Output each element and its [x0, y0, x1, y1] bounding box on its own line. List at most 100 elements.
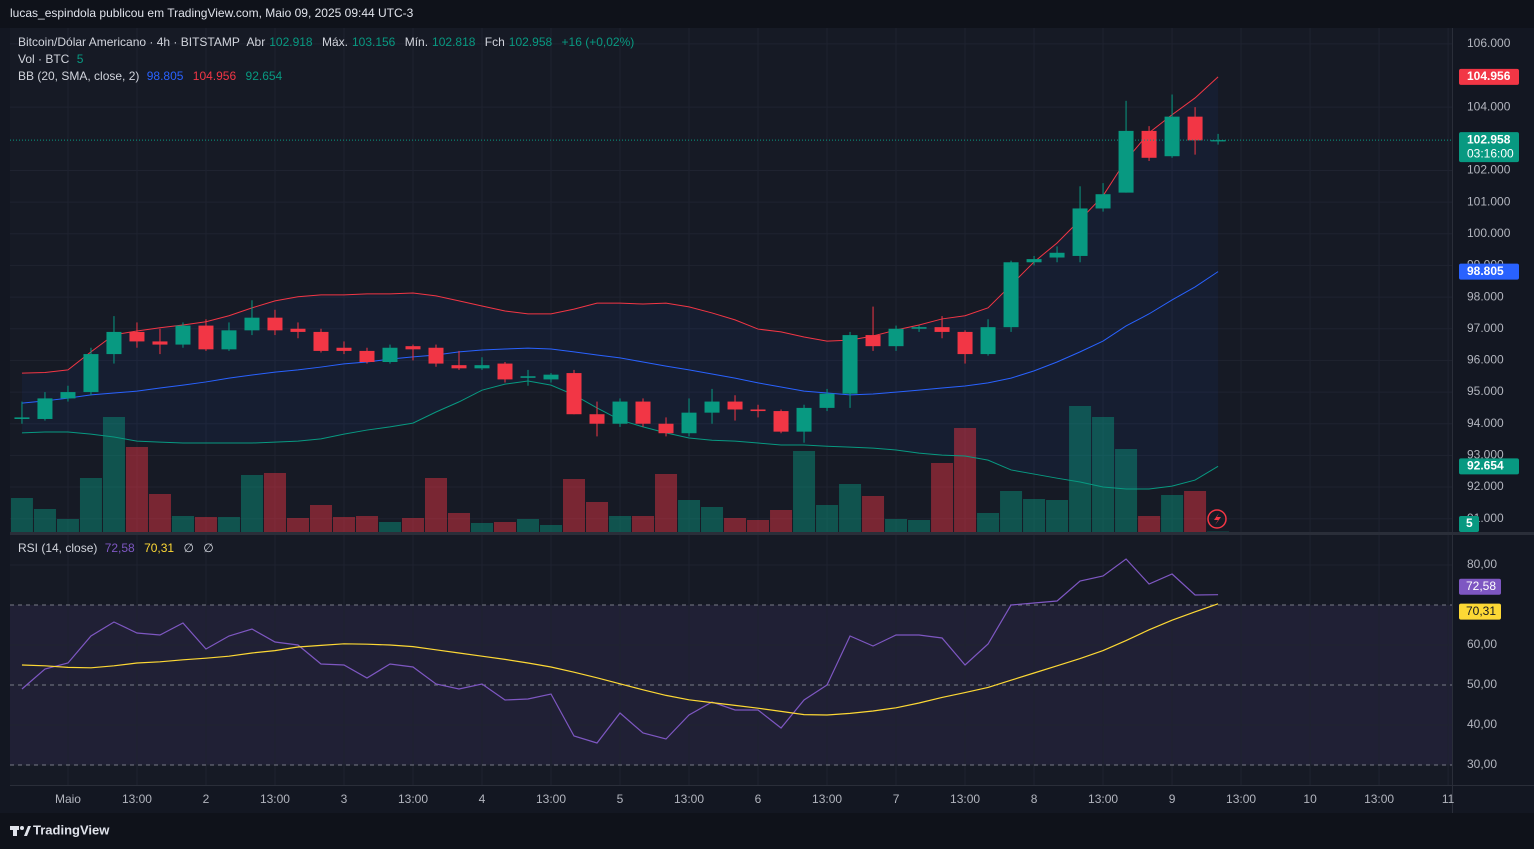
ohlc-label: Abr [246, 35, 266, 49]
bb-line [21, 271, 1219, 404]
candle-body [888, 328, 904, 347]
volume-bar [471, 523, 494, 532]
time-tick-label: 13:00 [398, 792, 428, 806]
price-box-label: 98.805 [1467, 264, 1504, 278]
time-tick-label: 4 [479, 792, 486, 806]
bb-value: 104.956 [192, 69, 237, 83]
volume-bar [125, 447, 148, 532]
volume-bar [56, 519, 79, 532]
ohlc-label: Máx. [321, 35, 348, 49]
candle-body [865, 335, 881, 347]
volume-bar [977, 513, 1000, 532]
volume-bar [401, 518, 424, 532]
volume-bar [194, 517, 217, 532]
volume-bar [954, 428, 977, 532]
candle-body [405, 346, 421, 350]
price-tick-label: 102.000 [1467, 163, 1511, 177]
rsi-box [1459, 578, 1501, 595]
candle-body [428, 347, 444, 364]
alert-icon[interactable] [1207, 509, 1227, 529]
price-box [1459, 68, 1519, 85]
ohlc-label: Fch [484, 35, 505, 49]
candle-body [336, 347, 352, 351]
candle-body [83, 354, 99, 393]
time-tick-label: 13:00 [260, 792, 290, 806]
rsi-tick-label: 50,00 [1467, 677, 1497, 691]
volume-bar [793, 451, 816, 532]
volume-bar [609, 516, 632, 532]
volume-bar [1023, 499, 1046, 532]
candle-body [1118, 130, 1134, 193]
price-tick-label: 104.000 [1467, 99, 1511, 113]
symbol-title: Bitcoin/Dólar Americano · 4h · BITSTAMP [18, 35, 240, 49]
candle-body [1164, 116, 1180, 157]
volume-title: Vol · BTC [18, 52, 70, 66]
volume-bar [217, 517, 240, 532]
candle-body [14, 417, 30, 419]
candle-body [934, 327, 950, 332]
ohlc-label: Mín. [404, 35, 429, 49]
candle-body [1003, 262, 1019, 328]
volume-box-label: 5 [1466, 516, 1473, 530]
volume-bar [102, 417, 125, 532]
rsi-line [21, 558, 1219, 744]
volume-bar [424, 478, 447, 532]
rsi-title: RSI (14, close) [18, 541, 98, 555]
price-tick-label: 95.000 [1467, 384, 1504, 398]
candle-body [382, 347, 398, 362]
candle-body [681, 412, 697, 434]
candle-body [566, 373, 582, 415]
rsi-line [21, 603, 1219, 716]
candle-body [589, 414, 605, 424]
candle-body [290, 328, 306, 332]
time-tick-label: 10 [1303, 792, 1317, 806]
price-box-label: 92.654 [1467, 459, 1504, 473]
candle-body [175, 325, 191, 345]
price-box [1459, 263, 1519, 280]
volume-bar [885, 519, 908, 532]
candle-body [1049, 252, 1065, 258]
candle-body [37, 398, 53, 419]
time-tick-label: 5 [617, 792, 624, 806]
footer-brand: TradingView [33, 822, 110, 837]
volume-bar [1069, 406, 1092, 532]
header-bar [0, 0, 1534, 28]
candle-body [658, 423, 674, 434]
candle-body [1187, 116, 1203, 141]
volume-bar [586, 502, 609, 532]
price-tick-label: 101.000 [1467, 194, 1511, 208]
time-tick-label: 9 [1169, 792, 1176, 806]
price-box [1459, 458, 1519, 475]
bb-value: 98.805 [146, 69, 184, 83]
volume-bar [701, 507, 724, 532]
price-tick-label: 94.000 [1467, 416, 1504, 430]
time-tick-label: 13:00 [950, 792, 980, 806]
volume-legend: Vol · BTC 5 [18, 51, 89, 67]
volume-bar [1184, 491, 1207, 532]
candle-body [497, 363, 513, 380]
volume-bar [355, 516, 378, 532]
volume-bar [286, 518, 309, 532]
price-tick-label: 92.000 [1467, 479, 1504, 493]
price-tick-label: 93.000 [1467, 448, 1504, 462]
candle-body [1095, 194, 1111, 209]
volume-bar [332, 517, 355, 532]
volume-bar [655, 474, 678, 532]
volume-bar [1092, 417, 1115, 532]
bb-line [21, 76, 1219, 374]
volume-bar [839, 484, 862, 532]
rsi-tick-label: 40,00 [1467, 717, 1497, 731]
rsi-extra: ∅ [183, 541, 194, 555]
volume-bar [1000, 491, 1023, 532]
price-box-label: 102.958 [1467, 132, 1511, 146]
volume-bar [240, 475, 263, 532]
price-tick-label: 96.000 [1467, 353, 1504, 367]
rsi-box-label: 70,31 [1466, 604, 1496, 618]
volume-bar [1115, 449, 1138, 532]
main-pane [10, 28, 1452, 532]
time-tick-label: 13:00 [1226, 792, 1256, 806]
candle-body [359, 350, 375, 362]
candle-body [727, 401, 743, 410]
